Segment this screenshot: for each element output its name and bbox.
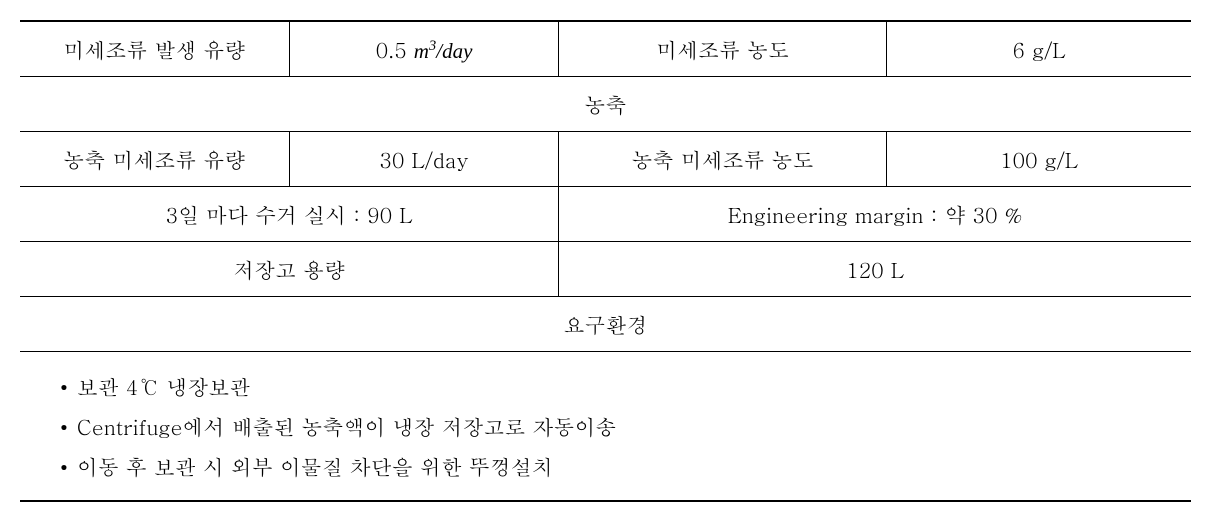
flowrate-number: 0.5 [376, 34, 414, 64]
cell-label-concentration: 미세조류 농도 [559, 21, 887, 77]
cell-value-conc-density: 100 g/L [887, 132, 1191, 187]
list-item: 보관 4℃ 냉장보관 [60, 366, 1161, 406]
cell-label-flowrate: 미세조류 발생 유량 [20, 21, 289, 77]
section-header-requirements: 요구환경 [20, 297, 1191, 352]
table-row: 미세조류 발생 유량 0.5 m3/day 미세조류 농도 6 g/L [20, 21, 1191, 77]
requirements-cell: 보관 4℃ 냉장보관 Centrifuge에서 배출된 농축액이 냉장 저장고로… [20, 352, 1191, 502]
cell-storage-capacity-value: 120 L [559, 242, 1191, 297]
table-row: 저장고 용량 120 L [20, 242, 1191, 297]
section-header-concentration: 농축 [20, 77, 1191, 132]
spec-table: 미세조류 발생 유량 0.5 m3/day 미세조류 농도 6 g/L 농축 농… [20, 20, 1191, 502]
list-item: 이동 후 보관 시 외부 이물질 차단을 위한 뚜껑설치 [60, 446, 1161, 486]
cell-label-conc-density: 농축 미세조류 농도 [559, 132, 887, 187]
table-row-requirements: 보관 4℃ 냉장보관 Centrifuge에서 배출된 농축액이 냉장 저장고로… [20, 352, 1191, 502]
flowrate-unit: m3/day [414, 39, 473, 63]
list-item: Centrifuge에서 배출된 농축액이 냉장 저장고로 자동이송 [60, 406, 1161, 446]
table-row: 농축 미세조류 유량 30 L/day 농축 미세조류 농도 100 g/L [20, 132, 1191, 187]
cell-value-concentration: 6 g/L [887, 21, 1191, 77]
table-row: 3일 마다 수거 실시 : 90 L Engineering margin : … [20, 187, 1191, 242]
cell-value-flowrate: 0.5 m3/day [289, 21, 558, 77]
requirements-list: 보관 4℃ 냉장보관 Centrifuge에서 배출된 농축액이 냉장 저장고로… [50, 366, 1161, 486]
cell-label-conc-flowrate: 농축 미세조류 유량 [20, 132, 289, 187]
cell-value-conc-flowrate: 30 L/day [289, 132, 558, 187]
spec-table-container: 미세조류 발생 유량 0.5 m3/day 미세조류 농도 6 g/L 농축 농… [20, 20, 1191, 502]
cell-engineering-margin: Engineering margin : 약 30 % [559, 187, 1191, 242]
cell-collection-interval: 3일 마다 수거 실시 : 90 L [20, 187, 559, 242]
table-row: 요구환경 [20, 297, 1191, 352]
cell-storage-capacity-label: 저장고 용량 [20, 242, 559, 297]
table-row: 농축 [20, 77, 1191, 132]
